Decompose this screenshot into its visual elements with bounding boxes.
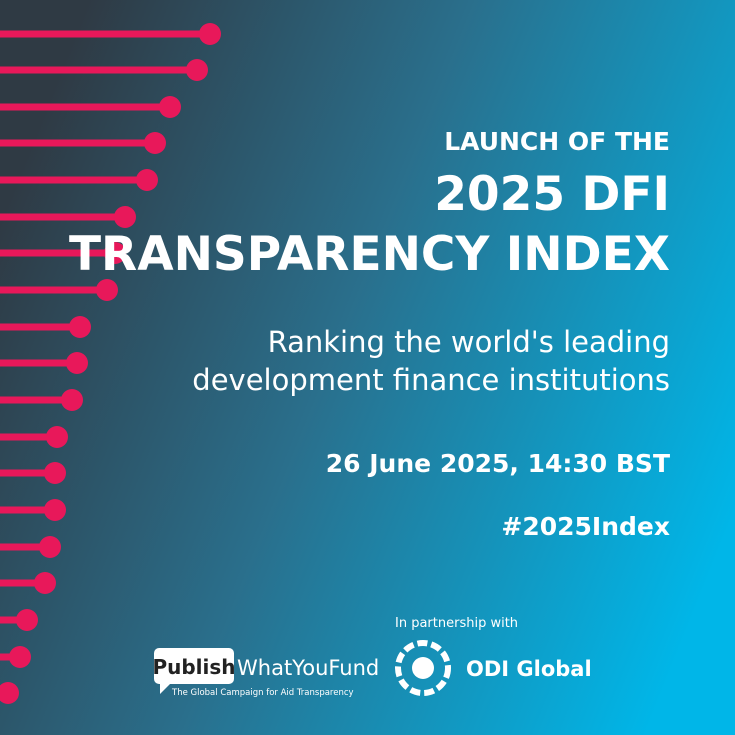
logo-tagline: The Global Campaign for Aid Transparency: [171, 688, 354, 698]
pin-head: [0, 682, 19, 704]
title-line: TRANSPARENCY INDEX: [69, 227, 670, 282]
odi-logo: ODI Global: [395, 640, 592, 696]
decorative-pins: [0, 23, 221, 704]
publish-logo: Publish WhatYouFund The Global Campaign …: [152, 648, 379, 698]
pin-head: [66, 352, 88, 374]
pin-head: [136, 169, 158, 191]
subtitle-line: Ranking the world's leading: [268, 325, 670, 359]
logo-tail: [160, 684, 170, 694]
pin-head: [159, 96, 181, 118]
pin-head: [16, 609, 38, 631]
pin-head: [34, 572, 56, 594]
pin-head: [114, 206, 136, 228]
pin-head: [39, 536, 61, 558]
partnership-intro: In partnership with: [395, 616, 518, 631]
pin-head: [69, 316, 91, 338]
pin-head: [96, 279, 118, 301]
kicker: LAUNCH OF THE: [444, 127, 670, 156]
pin-head: [199, 23, 221, 45]
subtitle-line: development finance institutions: [192, 363, 670, 397]
logo-text: WhatYouFund: [237, 656, 379, 680]
pin-head: [44, 462, 66, 484]
pin-head: [104, 242, 126, 264]
pin-head: [46, 426, 68, 448]
event-date: 26 June 2025, 14:30 BST: [326, 449, 670, 478]
hashtag: #2025Index: [501, 512, 670, 541]
odi-icon-core: [412, 657, 434, 679]
pin-head: [9, 646, 31, 668]
pin-head: [61, 389, 83, 411]
pin-head: [144, 132, 166, 154]
pin-head: [44, 499, 66, 521]
odi-icon: [395, 640, 451, 696]
logo-box: [154, 648, 234, 684]
pin-head: [186, 59, 208, 81]
odi-name: ODI Global: [466, 657, 592, 681]
title-line: 2025 DFI: [434, 167, 670, 222]
logo-box-text: Publish: [152, 655, 235, 679]
